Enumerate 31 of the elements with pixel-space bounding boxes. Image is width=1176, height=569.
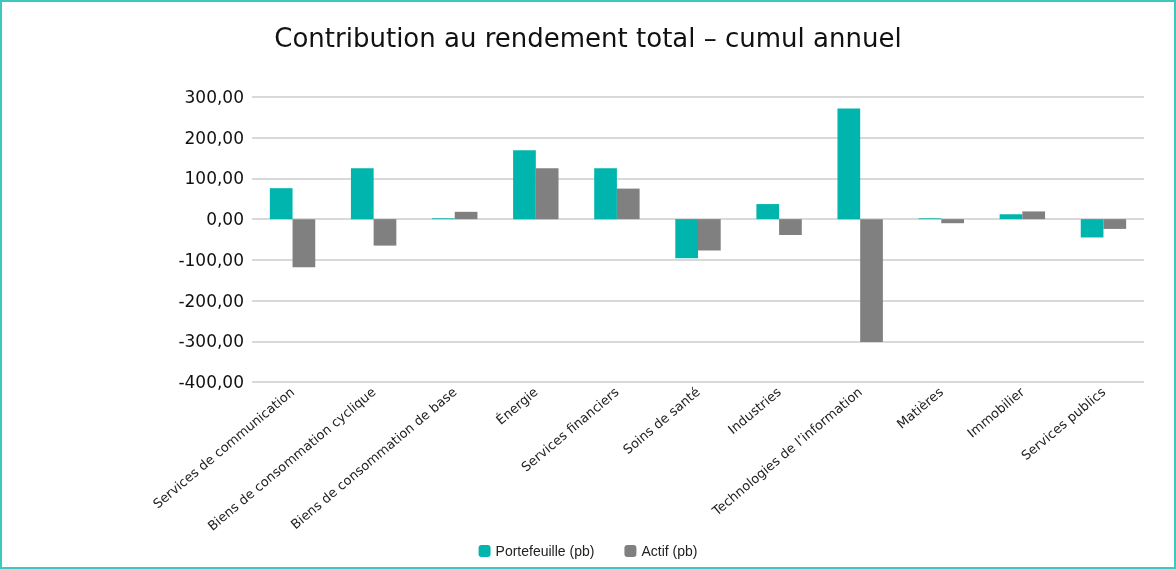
y-tick-label: -400,00 <box>178 372 244 392</box>
bar <box>999 214 1023 220</box>
legend-label: Portefeuille (pb) <box>495 543 595 559</box>
bar <box>1080 219 1104 238</box>
y-tick-label: -300,00 <box>178 331 244 352</box>
legend-label: Actif (pb) <box>641 543 698 559</box>
bar <box>513 150 536 220</box>
bar <box>1022 211 1046 220</box>
bar <box>269 188 293 220</box>
y-tick-label: 0,00 <box>206 209 244 230</box>
bar <box>1103 219 1127 229</box>
bar <box>594 168 617 220</box>
y-tick-label: -100,00 <box>178 249 244 270</box>
bar <box>535 168 559 220</box>
bar <box>350 168 374 220</box>
bar <box>454 211 478 220</box>
bar <box>698 219 721 251</box>
chart-title: Contribution au rendement total – cumul annuel <box>274 23 902 53</box>
bar <box>837 108 861 220</box>
bar <box>756 204 780 220</box>
y-tick-label: -200,00 <box>178 290 244 311</box>
bar <box>292 219 316 268</box>
y-tick-label: 200,00 <box>184 127 244 148</box>
bar <box>616 188 640 220</box>
y-tick-label: 300,00 <box>184 87 244 107</box>
y-tick-label: 100,00 <box>184 168 244 189</box>
bar <box>941 219 964 224</box>
bar <box>373 219 397 246</box>
bar <box>675 219 698 259</box>
bar <box>779 219 802 236</box>
bar <box>860 219 883 343</box>
